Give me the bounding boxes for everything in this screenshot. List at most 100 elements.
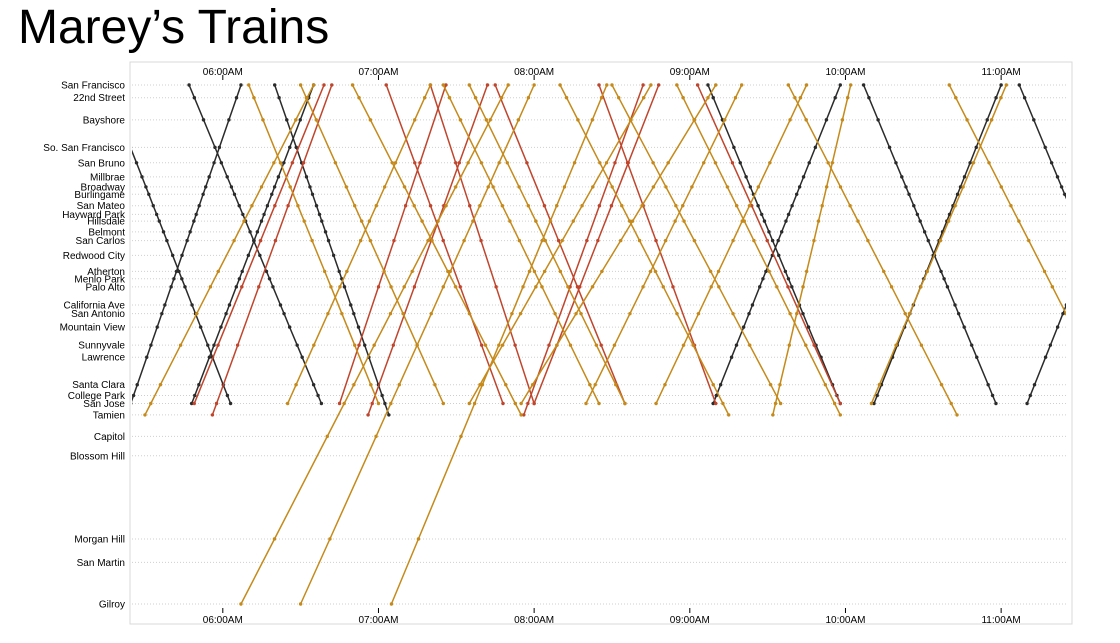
train-stop bbox=[812, 343, 816, 347]
train-stop bbox=[770, 238, 775, 243]
train-stop bbox=[187, 83, 191, 87]
train-stop bbox=[599, 96, 604, 100]
train-stop bbox=[132, 146, 133, 149]
train-stop bbox=[947, 212, 952, 217]
train-stop bbox=[613, 161, 617, 165]
train-stop bbox=[310, 192, 315, 196]
train-stop bbox=[207, 175, 211, 179]
train-stop bbox=[806, 325, 811, 329]
train-line-limited bbox=[287, 84, 432, 404]
train-stop bbox=[568, 343, 573, 347]
train-stop bbox=[804, 269, 809, 274]
train-stop bbox=[768, 161, 772, 165]
x-tick-label: 10:00AM bbox=[825, 615, 865, 626]
train-stop bbox=[239, 83, 243, 87]
train-stop bbox=[1079, 230, 1082, 233]
train-stop bbox=[505, 161, 509, 165]
train-stop bbox=[188, 230, 192, 234]
train-stop bbox=[610, 83, 614, 87]
train-stop bbox=[353, 343, 357, 347]
train-stop bbox=[949, 401, 953, 406]
train-stop bbox=[368, 238, 373, 243]
train-stop bbox=[848, 83, 853, 87]
train-stop bbox=[681, 96, 685, 100]
train-stop bbox=[574, 311, 578, 316]
train-stop bbox=[675, 311, 679, 316]
train-stop bbox=[325, 434, 329, 439]
train-stop bbox=[734, 343, 739, 347]
train-stop bbox=[718, 383, 723, 387]
train-line-limited bbox=[299, 84, 444, 404]
train-stop bbox=[716, 269, 721, 274]
train-stop bbox=[504, 383, 508, 387]
train-stop bbox=[241, 212, 245, 217]
train-stop bbox=[610, 185, 614, 189]
train-stop bbox=[663, 238, 668, 243]
train-stop bbox=[760, 212, 764, 217]
train-stop bbox=[597, 83, 601, 87]
train-stop bbox=[641, 285, 645, 289]
train-stop bbox=[1075, 277, 1078, 280]
train-line-limited bbox=[559, 84, 730, 416]
train-stop bbox=[628, 311, 632, 316]
train-stop bbox=[357, 343, 361, 347]
train-stop bbox=[262, 212, 266, 217]
train-stop bbox=[740, 219, 744, 223]
train-stop bbox=[798, 96, 803, 100]
train-stop bbox=[201, 192, 205, 196]
train-stop bbox=[458, 118, 463, 122]
train-stop bbox=[838, 401, 842, 406]
train-stop bbox=[564, 96, 569, 100]
train-stop bbox=[629, 118, 633, 122]
train-stop bbox=[383, 401, 387, 406]
train-stop bbox=[801, 285, 805, 289]
train-stop bbox=[319, 401, 324, 406]
train-line-bullet bbox=[533, 84, 660, 404]
train-stop bbox=[125, 413, 128, 416]
train-stop bbox=[192, 401, 196, 406]
train-stop bbox=[661, 285, 665, 289]
train-stop bbox=[213, 145, 217, 150]
train-stop bbox=[382, 185, 387, 189]
train-stop bbox=[731, 238, 735, 243]
train-stop bbox=[290, 161, 295, 165]
train-stop bbox=[214, 401, 219, 406]
train-stop bbox=[675, 83, 679, 87]
train-stop bbox=[151, 203, 155, 208]
train-stop bbox=[500, 203, 505, 208]
train-stop bbox=[761, 277, 765, 281]
train-stop bbox=[311, 383, 316, 387]
train-stop bbox=[428, 203, 433, 208]
train-stop bbox=[272, 537, 277, 541]
train-stop bbox=[999, 96, 1003, 100]
train-stop bbox=[234, 96, 239, 100]
train-stop bbox=[267, 277, 272, 281]
train-stop bbox=[962, 325, 966, 329]
train-stop bbox=[338, 285, 342, 289]
train-stop bbox=[591, 185, 595, 189]
train-stop bbox=[467, 203, 472, 208]
train-stop bbox=[866, 238, 870, 243]
train-stop bbox=[604, 161, 609, 165]
train-stop bbox=[480, 383, 485, 387]
train-line-bullet bbox=[523, 84, 644, 416]
train-stop bbox=[945, 285, 950, 289]
train-stop bbox=[999, 185, 1004, 189]
train-stop bbox=[560, 238, 564, 243]
train-stop bbox=[491, 185, 495, 189]
train-stop bbox=[786, 83, 791, 87]
train-stop bbox=[926, 238, 930, 243]
train-stop bbox=[454, 161, 458, 165]
train-stop bbox=[1116, 413, 1119, 416]
train-stop bbox=[671, 285, 675, 289]
train-stop bbox=[986, 383, 990, 387]
train-stop bbox=[1095, 270, 1098, 273]
train-stop bbox=[277, 96, 281, 100]
train-stop bbox=[876, 118, 880, 122]
train-stop bbox=[486, 185, 490, 189]
train-line-limited bbox=[468, 84, 626, 404]
train-stop bbox=[316, 393, 320, 398]
train-line-bullet bbox=[429, 84, 535, 404]
train-stop bbox=[813, 145, 818, 150]
train-stop bbox=[556, 238, 561, 243]
